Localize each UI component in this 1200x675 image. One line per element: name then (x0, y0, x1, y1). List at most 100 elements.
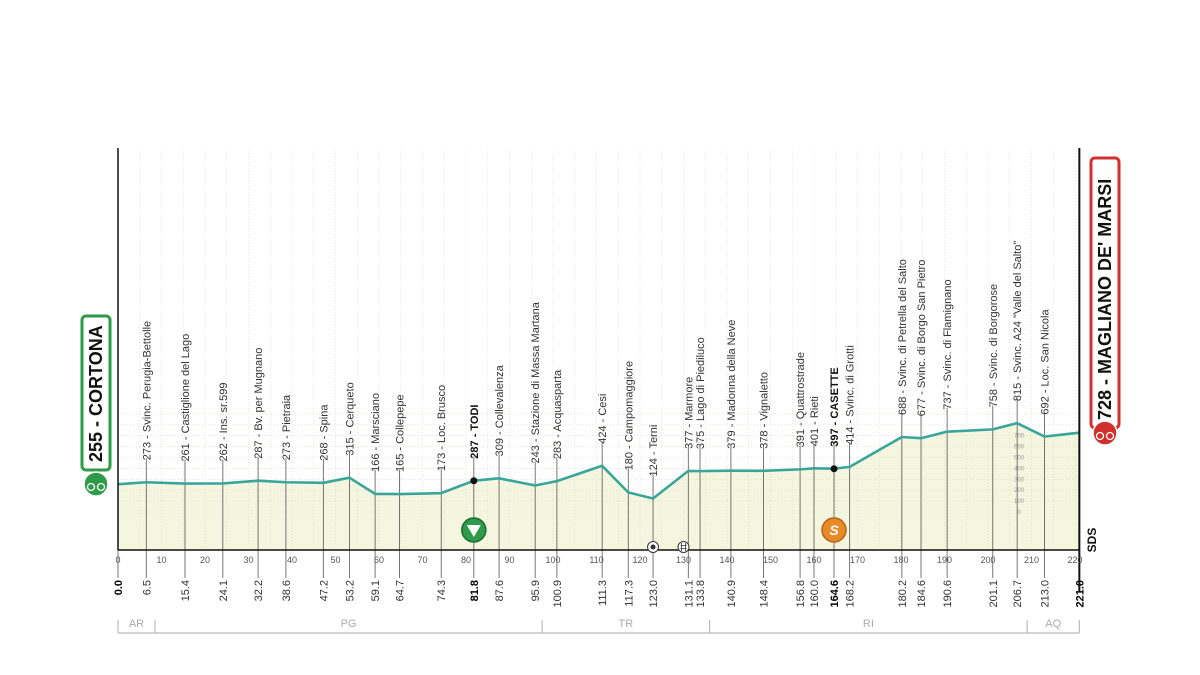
x-tick-label: 40 (287, 555, 297, 565)
km-label: 184.6 (916, 580, 928, 608)
km-label: 148.4 (759, 580, 771, 608)
waypoint-label: 815 - Svinc. A24 "Valle del Salto" (1012, 241, 1024, 402)
waypoint-label: 309 - Collevalenza (494, 364, 506, 456)
waypoint-label: 283 - Acquasparta (552, 369, 564, 459)
feed-zone-dot (650, 544, 656, 550)
km-label: 87.6 (494, 580, 506, 601)
x-tick-label: 220 (1067, 555, 1082, 565)
km-label: 221.0 (1074, 580, 1086, 608)
km-label: 117.3 (623, 580, 635, 607)
region-label: PG (341, 618, 357, 630)
region-label: AR (129, 618, 144, 630)
km-label: 74.3 (436, 580, 448, 601)
waypoint-label: 692 - Loc. San Nicola (1040, 309, 1052, 415)
waypoint-label: 688 - Svinc. di Petrella del Salto (897, 259, 909, 415)
bicycle-wheel-icon (1105, 431, 1115, 441)
waypoint-label: 737 - Svinc. di Flamignano (942, 279, 954, 409)
x-tick-label: 200 (980, 555, 995, 565)
x-tick-label: 60 (374, 555, 384, 565)
x-tick-label: 210 (1024, 555, 1039, 565)
region-label: TR (619, 618, 634, 630)
x-tick-label: 30 (243, 555, 253, 565)
waypoint-label: 287 - Bv. per Mugnano (253, 348, 265, 459)
x-tick-label: 160 (806, 555, 821, 565)
km-label: 53.2 (344, 580, 356, 601)
km-label: 213.0 (1040, 580, 1052, 608)
x-tick-label: 100 (545, 555, 560, 565)
waypoint-label: 243 - Stazione di Massa Martana (530, 301, 542, 463)
km-label: 156.8 (795, 580, 807, 608)
km-label: 81.8 (469, 580, 481, 601)
x-tick-label: 80 (461, 555, 471, 565)
waypoint-label: 273 - Pietraia (281, 394, 293, 460)
x-tick-label: 120 (632, 555, 647, 565)
bicycle-wheel-icon (96, 482, 106, 492)
km-label: 6.5 (141, 580, 153, 595)
waypoint-label: 124 - Terni (648, 425, 660, 477)
start-badge (80, 314, 112, 472)
x-tick-label: 130 (676, 555, 691, 565)
elevation-scale-label: 0 (1017, 510, 1021, 516)
x-tick-label: 0 (115, 555, 120, 565)
waypoint-label: 758 - Svinc. di Borgorose (988, 284, 1000, 408)
km-label: 131.1 (683, 580, 695, 608)
waypoint-label: 377 - Marmore (683, 377, 695, 449)
waypoint-label: 397 - CASETTE (829, 367, 841, 446)
x-tick-label: 140 (719, 555, 734, 565)
elevation-scale-label: 200 (1014, 488, 1025, 494)
waypoint-label: 180 - Campomaggiore (623, 361, 635, 470)
waypoint-dot (830, 465, 838, 473)
bicycle-icon (1092, 420, 1118, 446)
elevation-scale-label: 300 (1014, 477, 1025, 483)
triangle-down-icon (466, 525, 481, 537)
waypoint-label: 401 - Rieti (809, 396, 821, 446)
x-tick-label: 10 (156, 555, 166, 565)
waypoint-label: 424 - Cesi (597, 394, 609, 444)
sprint-s-icon (821, 517, 847, 543)
km-label: 168.2 (845, 580, 857, 608)
waypoint-label: 173 - Loc. Brusco (436, 385, 448, 471)
km-label: 47.2 (318, 580, 330, 601)
elevation-scale-label: 600 (1014, 445, 1025, 451)
waypoint-label: 379 - Madonna della Neve (726, 320, 738, 449)
rail-track-icon (680, 543, 687, 551)
km-label: 15.4 (180, 580, 192, 601)
x-tick-label: 90 (504, 555, 514, 565)
km-label: 100.9 (552, 580, 564, 608)
waypoint-label: 375 - Lago di Piediluco (695, 337, 707, 449)
sprint-s-letter: S (829, 522, 839, 538)
x-tick-label: 170 (850, 555, 865, 565)
start-label: 255 - CORTONA (86, 325, 106, 462)
region-label: RI (863, 618, 874, 630)
km-label: 123.0 (648, 580, 660, 608)
km-label: 180.2 (897, 580, 909, 608)
waypoint-label: 261 - Castiglione del Lago (180, 334, 192, 462)
km-label: 0.0 (113, 580, 125, 595)
km-label: 160.0 (809, 580, 821, 608)
waypoint-label: 287 - TODI (469, 404, 481, 458)
waypoint-label: 268 - Spina (318, 404, 330, 461)
finish-label: 728 - MAGLIANO DE' MARSI (1095, 179, 1115, 420)
waypoint-label: 166 - Marsciano (370, 393, 382, 472)
km-label: 164.6 (829, 580, 841, 608)
x-tick-label: 20 (200, 555, 210, 565)
km-label: 140.9 (726, 580, 738, 608)
x-tick-label: 190 (937, 555, 952, 565)
region-label: AQ (1045, 618, 1061, 630)
waypoint-label: 273 - Svinc. Perugia-Bettolle (141, 321, 153, 460)
km-label: 32.2 (253, 580, 265, 601)
elevation-scale-label: 100 (1014, 499, 1025, 505)
waypoint-label: 391 - Quattrostrade (795, 352, 807, 447)
profile-line (117, 421, 1080, 500)
x-tick-label: 180 (893, 555, 908, 565)
waypoint-label: 165 - Collepepe (394, 394, 406, 472)
km-label: 38.6 (281, 580, 293, 601)
waypoint-label: 677 - Svinc. di Borgo San Pietro (916, 260, 928, 417)
km-label: 95.9 (530, 580, 542, 601)
bicycle-wheel-icon (86, 482, 96, 492)
elevation-scale-label: 700 (1014, 434, 1025, 440)
waypoint-label: 262 - Ins. sr.599 (218, 383, 230, 462)
sds-label: SDS (1085, 528, 1099, 553)
km-label: 201.1 (988, 580, 1000, 608)
